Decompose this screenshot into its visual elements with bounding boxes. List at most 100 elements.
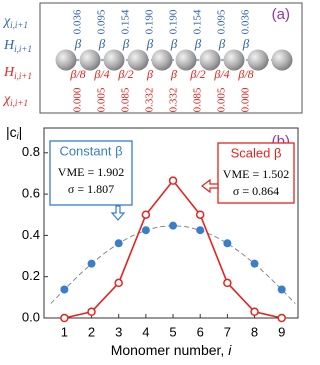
red-coupling: β/2 xyxy=(117,67,133,81)
row-label: Hi,i+1 xyxy=(3,65,32,81)
monomer xyxy=(55,49,77,71)
monomer xyxy=(79,49,101,71)
text-part: i,i+1 xyxy=(10,20,28,30)
x-tick-label: 6 xyxy=(197,324,204,339)
text-part: i,i+1 xyxy=(14,71,32,81)
annotation-box xyxy=(217,142,295,204)
row-label: Hi,i+1 xyxy=(3,38,32,54)
panel-a-frame xyxy=(39,2,303,114)
plot-frame xyxy=(43,127,299,319)
x-tick-label: 7 xyxy=(224,324,231,339)
monomer xyxy=(199,49,221,71)
x-tick-label: 9 xyxy=(278,324,285,339)
bottom-value: 0.332 xyxy=(168,88,180,113)
y-tick-label: 0.2 xyxy=(22,268,40,283)
red-coupling: β xyxy=(170,67,177,81)
bottom-value: 0.005 xyxy=(216,87,228,112)
blue-coupling: β xyxy=(194,36,202,51)
point xyxy=(277,285,286,294)
red-coupling: β/4 xyxy=(213,67,229,81)
text-part: i,i+1 xyxy=(14,44,32,54)
annotation-arrow xyxy=(201,178,219,194)
blue-coupling: β xyxy=(74,36,82,51)
point xyxy=(250,259,259,268)
point xyxy=(223,278,232,288)
x-tick-label: 3 xyxy=(115,324,122,339)
point xyxy=(250,307,259,317)
row-label: χi,i+1 xyxy=(2,92,28,108)
y-tick-label: 0.4 xyxy=(22,227,40,242)
text-part: |c xyxy=(6,124,17,140)
annotation-text: VME = 1.902 xyxy=(58,165,124,179)
top-value: 0.154 xyxy=(120,9,132,34)
point xyxy=(168,176,178,185)
x-axis-label: Monomer number, i xyxy=(111,342,233,358)
annotation-text: σ = 1.807 xyxy=(68,182,114,196)
top-value: 0.190 xyxy=(168,9,180,34)
annotation-text: VME = 1.502 xyxy=(223,167,289,181)
annotation-text: Constant β xyxy=(59,143,122,158)
monomer xyxy=(151,49,173,71)
text-part: χ xyxy=(2,14,11,29)
monomer xyxy=(247,49,269,71)
text-part: | xyxy=(19,124,23,140)
red-coupling: β/8 xyxy=(69,67,85,81)
point xyxy=(277,313,286,323)
point xyxy=(114,278,123,288)
text-part: H xyxy=(3,65,15,80)
top-value: 0.095 xyxy=(96,9,108,34)
bottom-value: 0.000 xyxy=(72,87,84,112)
monomer xyxy=(271,49,293,71)
point xyxy=(141,226,150,235)
top-value: 0.154 xyxy=(192,9,204,34)
bottom-value: 0.000 xyxy=(240,87,252,112)
monomer xyxy=(175,49,197,71)
x-tick-label: 4 xyxy=(142,324,149,339)
x-tick-label: 1 xyxy=(61,324,68,339)
point xyxy=(141,210,151,219)
monomer xyxy=(223,49,245,71)
text-part: H xyxy=(3,38,15,53)
top-value: 0.036 xyxy=(72,9,84,34)
x-tick-label: 8 xyxy=(251,324,258,339)
point xyxy=(60,313,69,323)
point xyxy=(87,307,96,317)
annotation-text: σ = 0.864 xyxy=(233,184,279,198)
text-part: i xyxy=(228,342,232,358)
annotation-box xyxy=(49,140,133,206)
red-coupling: β/8 xyxy=(237,67,253,81)
monomer xyxy=(103,49,125,71)
bottom-value: 0.085 xyxy=(120,87,132,112)
x-tick-label: 2 xyxy=(88,324,95,339)
bottom-value: 0.085 xyxy=(192,87,204,112)
bottom-value: 0.332 xyxy=(144,88,156,113)
blue-coupling: β xyxy=(170,36,178,51)
point xyxy=(169,221,178,230)
monomers xyxy=(55,49,293,71)
blue-coupling: β xyxy=(122,36,130,51)
y-tick-label: 0.0 xyxy=(22,309,40,324)
top-value: 0.036 xyxy=(240,9,252,34)
bottom-value: 0.005 xyxy=(96,87,108,112)
red-coupling: β xyxy=(146,67,153,81)
y-tick-label: 0.6 xyxy=(22,186,40,201)
annotation-text: Scaled β xyxy=(231,145,282,160)
top-value: 0.190 xyxy=(144,9,156,34)
point xyxy=(60,285,69,294)
point xyxy=(196,226,205,235)
panel-label: (a) xyxy=(272,6,290,23)
monomer xyxy=(127,49,149,71)
row-label: χi,i+1 xyxy=(2,14,28,30)
x-tick-label: 5 xyxy=(169,324,176,339)
top-value: 0.095 xyxy=(216,9,228,34)
y-axis-label: |ci| xyxy=(6,124,22,142)
point xyxy=(223,239,232,248)
point xyxy=(87,259,96,268)
text-part: χ xyxy=(2,92,11,107)
annotation-arrow xyxy=(110,205,126,221)
red-coupling: β/4 xyxy=(93,67,109,81)
blue-coupling: β xyxy=(218,36,226,51)
blue-coupling: β xyxy=(242,36,250,51)
point xyxy=(195,210,205,219)
